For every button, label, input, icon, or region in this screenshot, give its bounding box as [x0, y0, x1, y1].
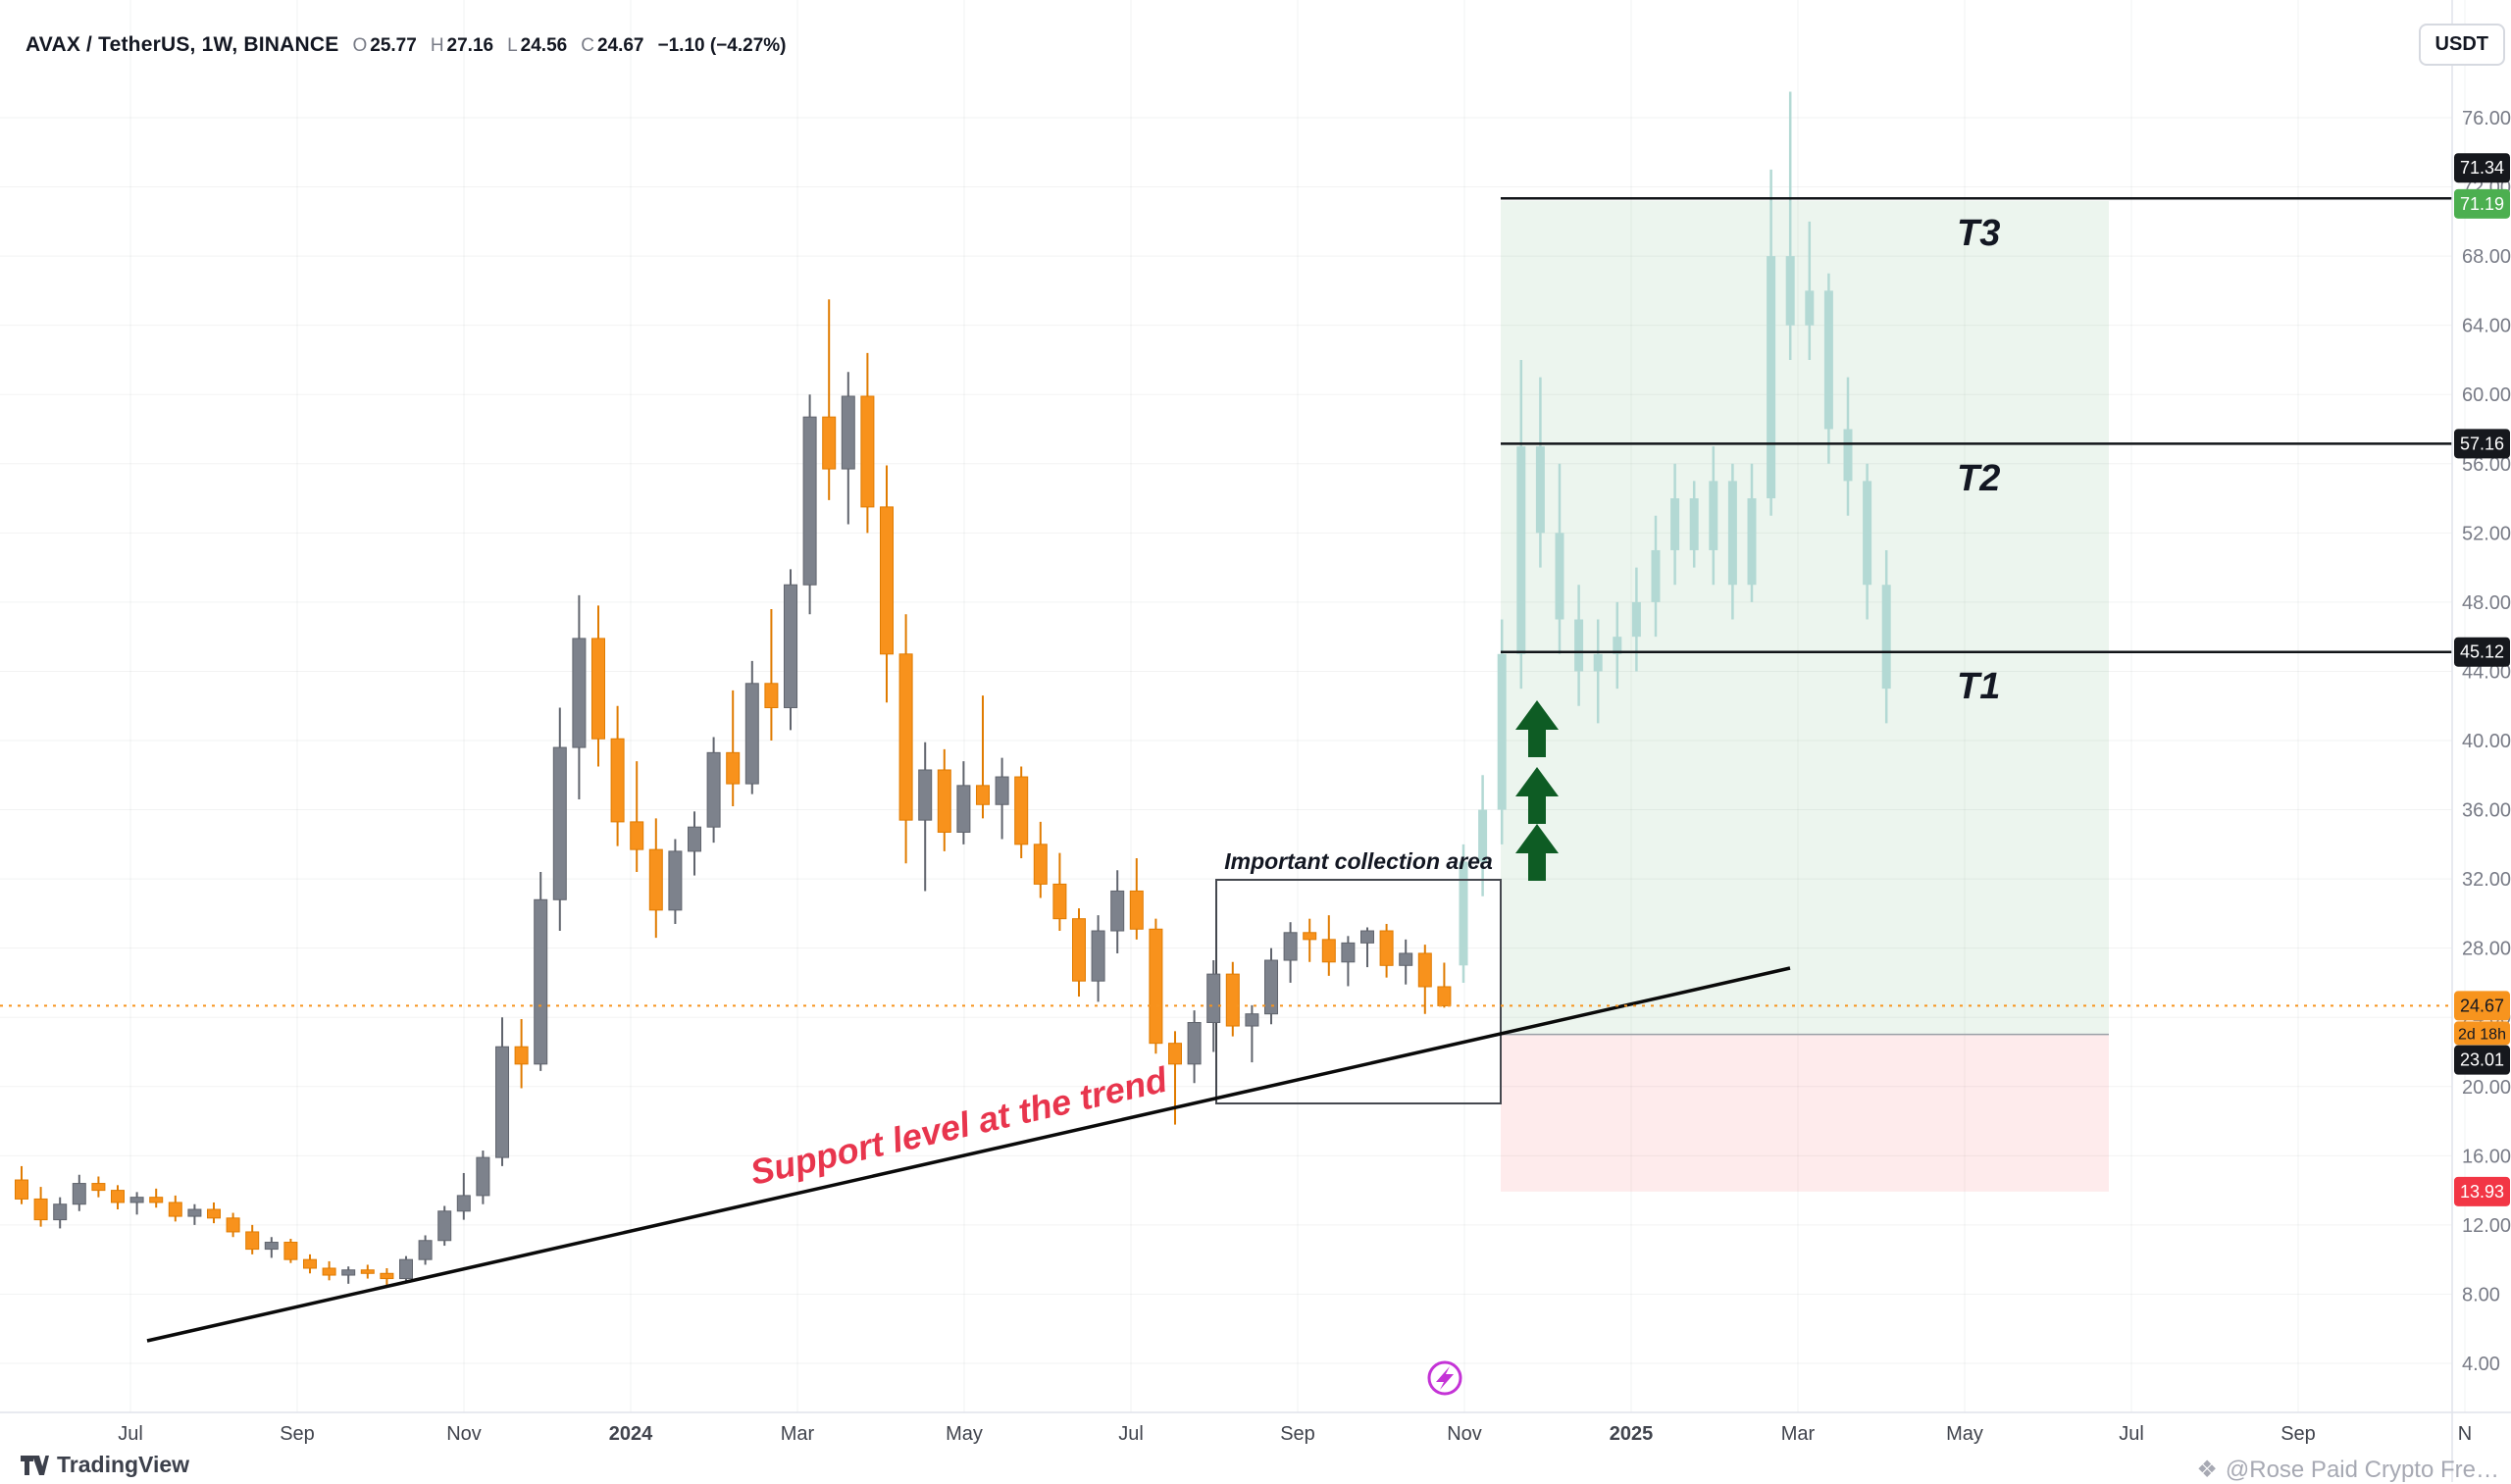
- buy-arrows: [1515, 700, 1559, 881]
- svg-text:16.00: 16.00: [2462, 1146, 2511, 1167]
- svg-text:60.00: 60.00: [2462, 384, 2511, 406]
- svg-text:Sep: Sep: [280, 1423, 315, 1445]
- ohlc-high: H 27.16: [430, 35, 494, 56]
- svg-text:2025: 2025: [1610, 1423, 1654, 1445]
- svg-text:8.00: 8.00: [2462, 1284, 2500, 1305]
- author-watermark-text: @Rose Paid Crypto Fre…: [2225, 1456, 2499, 1483]
- svg-text:2d 18h: 2d 18h: [2458, 1026, 2506, 1043]
- target-label: T1: [1957, 666, 2000, 707]
- svg-text:76.00: 76.00: [2462, 108, 2511, 129]
- svg-text:Mar: Mar: [1781, 1423, 1816, 1445]
- sparkle-icon: ❖: [2196, 1457, 2218, 1483]
- ohlc-low: L 24.56: [507, 35, 568, 56]
- support-trendline[interactable]: [146, 966, 1791, 1343]
- price-tag: [2454, 991, 2510, 1021]
- svg-text:68.00: 68.00: [2462, 246, 2511, 268]
- ohlc-close: C 24.67: [581, 35, 644, 56]
- target-lines[interactable]: T3 T2 T1: [1501, 196, 2452, 707]
- stop-loss-zone: [1501, 1034, 2109, 1192]
- target-zone: [1501, 200, 2109, 1035]
- price-tag: [2454, 153, 2510, 183]
- svg-text:52.00: 52.00: [2462, 523, 2511, 544]
- price-axis-tags: 71.34 71.19 57.16 45.12 24.67 2d 18h 23.01 13.9…: [2454, 153, 2510, 1206]
- target-label: T2: [1957, 458, 2000, 499]
- svg-text:Jul: Jul: [118, 1423, 143, 1445]
- price-axis[interactable]: 4.008.0012.0016.0020.0024.0028.0032.0036…: [2462, 108, 2511, 1375]
- svg-text:44.00: 44.00: [2462, 661, 2511, 683]
- up-arrow-icon: [1515, 700, 1559, 757]
- collection-area-box[interactable]: [1215, 879, 1502, 1104]
- svg-text:4.00: 4.00: [2462, 1354, 2500, 1375]
- price-tag: [2454, 1021, 2510, 1046]
- symbol-title[interactable]: AVAX / TetherUS, 1W, BINANCE: [26, 33, 339, 56]
- svg-text:45.12: 45.12: [2460, 642, 2504, 662]
- author-watermark: ❖ @Rose Paid Crypto Fre…: [2196, 1456, 2499, 1484]
- up-arrow-icon: [1515, 824, 1559, 881]
- svg-text:20.00: 20.00: [2462, 1077, 2511, 1099]
- svg-text:64.00: 64.00: [2462, 316, 2511, 337]
- candles: [15, 299, 1452, 1286]
- tradingview-logo-text: TradingView: [57, 1452, 190, 1477]
- svg-text:48.00: 48.00: [2462, 592, 2511, 614]
- time-axis[interactable]: Jul Sep Nov 2024 Mar May Jul Sep Nov 2025 Mar May Ju…: [118, 1423, 2472, 1445]
- svg-text:71.34: 71.34: [2460, 158, 2504, 178]
- svg-text:71.19: 71.19: [2460, 194, 2504, 214]
- svg-text:Mar: Mar: [781, 1423, 815, 1445]
- economic-event-icon[interactable]: [1427, 1360, 1462, 1396]
- price-tag: [2454, 1176, 2510, 1206]
- svg-text:May: May: [1946, 1423, 1983, 1445]
- svg-text:12.00: 12.00: [2462, 1215, 2511, 1237]
- svg-text:May: May: [946, 1423, 983, 1445]
- svg-text:13.93: 13.93: [2460, 1182, 2504, 1202]
- change-value: −1.10 (−4.27%): [657, 35, 787, 56]
- svg-text:32.00: 32.00: [2462, 869, 2511, 891]
- svg-text:2024: 2024: [609, 1423, 653, 1445]
- svg-text:Jul: Jul: [2119, 1423, 2144, 1445]
- svg-text:56.00: 56.00: [2462, 454, 2511, 476]
- price-tag: [2454, 429, 2510, 459]
- svg-text:Nov: Nov: [446, 1423, 482, 1445]
- tradingview-logo-icon: [21, 1455, 49, 1475]
- svg-text:N: N: [2458, 1423, 2472, 1445]
- trend-support-label: Support level at the trend: [746, 1059, 1171, 1193]
- chart-legend[interactable]: AVAX / TetherUS, 1W, BINANCE O 25.77 H 27.…: [26, 33, 786, 57]
- svg-text:Jul: Jul: [1118, 1423, 1144, 1445]
- svg-text:Sep: Sep: [2280, 1423, 2316, 1445]
- currency-toggle-button[interactable]: USDT: [2418, 24, 2505, 66]
- svg-text:40.00: 40.00: [2462, 731, 2511, 752]
- tradingview-logo[interactable]: TradingView: [20, 1452, 189, 1478]
- svg-text:Nov: Nov: [1447, 1423, 1482, 1445]
- projected-candles: [1459, 91, 1891, 983]
- collection-area-label: Important collection area: [1224, 848, 1493, 874]
- grid-lines: [0, 0, 2466, 1412]
- ohlc-open: O 25.77: [352, 35, 417, 56]
- svg-text:36.00: 36.00: [2462, 800, 2511, 822]
- svg-text:28.00: 28.00: [2462, 939, 2511, 960]
- svg-text:23.01: 23.01: [2460, 1050, 2504, 1070]
- up-arrow-icon: [1515, 767, 1559, 824]
- svg-text:Sep: Sep: [1280, 1423, 1315, 1445]
- target-label: T3: [1957, 213, 2000, 254]
- price-tag: [2454, 637, 2510, 667]
- svg-text:57.16: 57.16: [2460, 434, 2504, 453]
- price-tag: [2454, 188, 2510, 219]
- svg-text:24.67: 24.67: [2460, 996, 2504, 1015]
- price-tag: [2454, 1045, 2510, 1075]
